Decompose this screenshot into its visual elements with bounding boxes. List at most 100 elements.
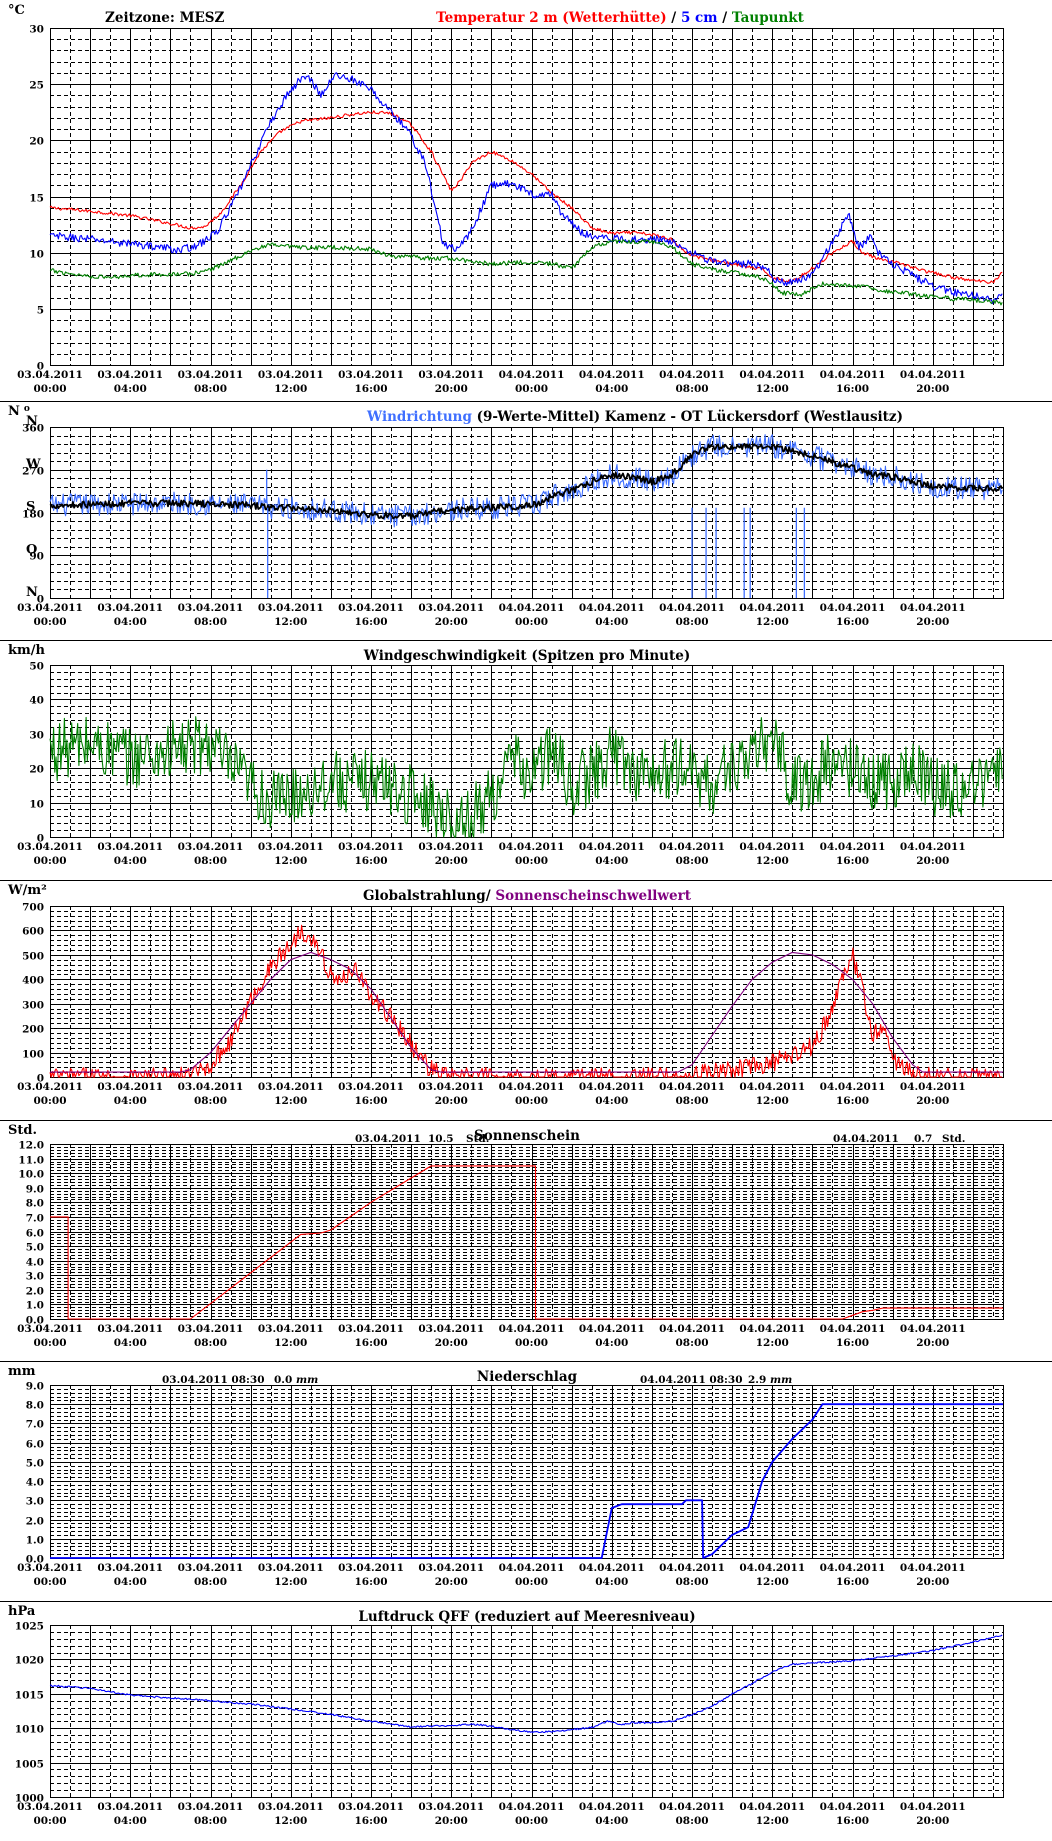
y-tick-label: 5 [37,305,44,317]
x-tick-date: 03.04.2011 [178,602,244,614]
x-tick-date: 03.04.2011 [418,1562,484,1574]
chart-title: Sonnenschein [474,1128,580,1144]
y-tick-label: 3.0 [26,1496,44,1508]
x-tick-time: 04:00 [114,1576,147,1588]
x-tick-time: 16:00 [836,1576,869,1588]
x-tick-date: 04.04.2011 [900,1801,966,1813]
y-tick-label: 6.0 [26,1228,44,1240]
x-tick-time: 04:00 [114,1337,147,1349]
x-tick-date: 03.04.2011 [338,1323,404,1335]
x-tick-date: 04.04.2011 [499,1562,565,1574]
x-tick-time: 08:00 [675,855,708,867]
x-tick-time: 00:00 [515,1095,548,1107]
x-tick-date: 04.04.2011 [659,602,725,614]
y-tick-label: 500 [22,951,44,963]
x-tick-time: 12:00 [756,1576,789,1588]
x-tick-date: 04.04.2011 [579,369,645,381]
x-tick-time: 04:00 [114,855,147,867]
x-tick-date: 03.04.2011 [178,369,244,381]
x-tick-date: 03.04.2011 [258,1323,324,1335]
title-part: Sonnenschein [474,1128,580,1144]
summary-unit: mm [296,1374,318,1386]
series-red-line [49,924,1003,1078]
y-tick-label: 50 [29,661,44,673]
title-part: Sonnenscheinschwellwert [491,888,692,904]
title-part: Globalstrahlung/ [363,888,491,904]
x-tick-date: 03.04.2011 [178,841,244,853]
x-tick-date: 04.04.2011 [739,1323,805,1335]
x-tick-date: 04.04.2011 [900,369,966,381]
title-part: Windgeschwindigkeit (Spitzen pro Minute) [363,648,690,664]
y-tick-label: 20 [29,136,44,148]
unit-label: hPa [8,1604,36,1619]
x-tick-time: 04:00 [114,1095,147,1107]
x-tick-date: 04.04.2011 [820,1081,886,1093]
x-tick-time: 16:00 [354,383,387,395]
x-tick-time: 00:00 [515,1337,548,1349]
y-tick-label: 15 [29,193,44,205]
x-tick-time: 16:00 [354,1576,387,1588]
x-tick-date: 04.04.2011 [659,369,725,381]
compass-label: S [26,500,35,515]
x-tick-date: 04.04.2011 [739,1801,805,1813]
y-tick-label: 200 [22,1024,44,1036]
x-tick-time: 00:00 [515,855,548,867]
x-tick-date: 03.04.2011 [418,841,484,853]
title-part: Kamenz - OT Lückersdorf (Westlausitz) [600,409,903,425]
plot-frame [50,1625,1004,1798]
x-tick-time: 08:00 [675,1815,708,1827]
x-tick-date: 04.04.2011 [579,1323,645,1335]
x-tick-time: 00:00 [515,383,548,395]
x-tick-time: 08:00 [194,616,227,628]
x-tick-time: 08:00 [194,1095,227,1107]
x-tick-date: 03.04.2011 [97,841,163,853]
x-tick-date: 04.04.2011 [739,841,805,853]
panel-winddir: 0 90 180 270 360 03.04.2011 00:00 03.04.2011 04:… [0,401,1052,628]
x-tick-time: 00:00 [33,383,66,395]
y-tick-label: 6.0 [26,1439,44,1451]
x-tick-time: 16:00 [836,383,869,395]
x-tick-date: 03.04.2011 [17,602,83,614]
x-tick-date: 04.04.2011 [659,1323,725,1335]
series-black-line [49,442,1004,520]
x-tick-time: 12:00 [756,1337,789,1349]
x-tick-time: 20:00 [916,383,949,395]
x-tick-date: 04.04.2011 [579,1562,645,1574]
x-tick-date: 03.04.2011 [338,369,404,381]
y-tick-label: 2.0 [26,1516,44,1528]
x-tick-date: 04.04.2011 [499,1081,565,1093]
y-tick-label: 9.0 [26,1381,44,1393]
x-tick-time: 08:00 [194,383,227,395]
x-tick-date: 04.04.2011 [499,1323,565,1335]
summary-value: 2.9 [748,1374,766,1386]
y-tick-label: 4.0 [26,1477,44,1489]
x-tick-date: 04.04.2011 [739,369,805,381]
title-part: Luftdruck QFF (reduziert auf Meeresnivea… [358,1609,695,1625]
x-tick-time: 04:00 [114,383,147,395]
panel-precip: 0.0 1.0 2.0 3.0 4.0 5.0 6.0 7.0 8.0 9.0 03.04.2011… [0,1361,1052,1588]
x-tick-date: 03.04.2011 [258,1562,324,1574]
title-part: / [667,10,681,26]
x-tick-time: 20:00 [916,616,949,628]
x-tick-time: 12:00 [274,383,307,395]
x-tick-time: 00:00 [33,1337,66,1349]
summary-date: 04.04.2011 08:30 [640,1374,743,1386]
series-blue-line [50,1403,1003,1559]
y-tick-label: 10 [29,799,44,811]
x-tick-date: 03.04.2011 [178,1562,244,1574]
x-tick-time: 20:00 [435,855,468,867]
y-tick-label: 1005 [15,1759,44,1771]
x-tick-date: 03.04.2011 [97,1562,163,1574]
x-tick-time: 12:00 [756,855,789,867]
series-green-line [49,716,1003,838]
x-tick-time: 08:00 [675,383,708,395]
series-green-line [49,239,1003,306]
y-tick-label: 7.0 [26,1419,44,1431]
y-tick-label: 5.0 [26,1242,44,1254]
x-tick-time: 20:00 [916,1815,949,1827]
x-tick-date: 03.04.2011 [17,1801,83,1813]
x-tick-date: 04.04.2011 [499,1801,565,1813]
x-tick-time: 16:00 [354,1337,387,1349]
x-tick-date: 03.04.2011 [418,369,484,381]
